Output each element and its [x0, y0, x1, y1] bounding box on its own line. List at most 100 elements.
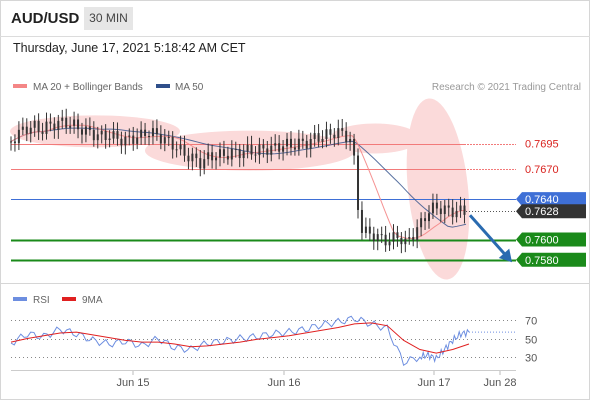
- level-lines: [11, 144, 516, 262]
- candle-body: [424, 218, 427, 222]
- legend-label-ma20: MA 20 + Bollinger Bands: [33, 82, 143, 93]
- x-axis: Jun 15 Jun 16 Jun 17 Jun 28: [116, 371, 517, 389]
- candle-body: [439, 208, 442, 215]
- candle-body: [274, 143, 277, 146]
- candle-body: [349, 138, 352, 143]
- candle-body: [258, 144, 261, 156]
- timeframe-badge[interactable]: 30 MIN: [84, 7, 133, 30]
- candle-body: [376, 234, 379, 242]
- candle-body: [191, 153, 194, 162]
- candle-body: [226, 155, 229, 160]
- level-label-0-7695: 0.7695: [525, 139, 559, 151]
- candle-body: [435, 202, 438, 209]
- candle-body: [266, 148, 269, 155]
- candle-body: [13, 141, 16, 144]
- candle-body: [195, 153, 198, 159]
- candle-body: [368, 226, 371, 234]
- header-divider: [0, 36, 590, 37]
- credit-text: Research © 2021 Trading Central: [432, 82, 581, 93]
- legend-swatch-ma50: [156, 84, 170, 88]
- candle-body: [282, 146, 285, 152]
- rsi-tick-label: 50: [525, 335, 537, 347]
- price-candles: [10, 108, 466, 254]
- symbol-title: AUD/USD: [11, 10, 80, 27]
- candle-body: [309, 139, 312, 149]
- candle-body: [183, 144, 186, 156]
- candle-body: [396, 232, 399, 238]
- candle-body: [427, 213, 430, 222]
- legend-label-ma50: MA 50: [175, 82, 204, 93]
- candle-body: [163, 137, 166, 144]
- ma20-line: [10, 124, 467, 239]
- candle-body: [317, 133, 320, 142]
- candle-body: [400, 237, 403, 245]
- candle-body: [360, 209, 363, 233]
- legend-swatch-9ma: [62, 297, 76, 301]
- candle-body: [151, 128, 154, 137]
- candle-body: [218, 149, 221, 158]
- candle-body: [73, 119, 76, 126]
- candle-body: [384, 234, 387, 246]
- candle-body: [250, 144, 253, 155]
- candle-body: [84, 126, 87, 135]
- candle-body: [459, 205, 462, 211]
- candle-body: [108, 138, 111, 141]
- candle-body: [246, 144, 249, 152]
- candle-body: [455, 210, 458, 218]
- candle-body: [305, 140, 308, 149]
- candle-body: [57, 120, 60, 130]
- candle-body: [10, 141, 12, 143]
- candle-body: [33, 120, 36, 128]
- candle-body: [148, 135, 151, 137]
- candle-body: [120, 138, 123, 146]
- level-label-0-7640-box: [516, 192, 586, 207]
- rsi-tick-label: 30: [525, 353, 537, 365]
- candle-body: [388, 241, 391, 246]
- candle-body: [408, 236, 411, 239]
- candle-body: [447, 205, 450, 208]
- legend-swatch-ma20: [13, 84, 27, 88]
- candle-body: [234, 148, 237, 150]
- candle-body: [416, 227, 419, 241]
- candle-body: [132, 135, 135, 144]
- candle-body: [159, 134, 162, 144]
- rsi-pane: 70 50 30: [10, 315, 537, 367]
- candle-body: [124, 136, 127, 146]
- bollinger-band-segment: [330, 123, 420, 154]
- candle-body: [179, 144, 182, 150]
- candle-body: [254, 154, 257, 156]
- candle-body: [69, 125, 72, 128]
- candle-body: [104, 130, 107, 141]
- candle-body: [313, 133, 316, 140]
- candle-body: [37, 120, 40, 132]
- candle-body: [77, 119, 80, 130]
- candle-body: [286, 138, 289, 147]
- candle-body: [175, 149, 178, 151]
- candle-body: [45, 121, 48, 134]
- candle-body: [230, 148, 233, 160]
- candle-body: [289, 138, 292, 148]
- rsi-9ma-line: [10, 322, 470, 354]
- level-label-0-7580-box: [516, 252, 586, 267]
- candle-body: [140, 129, 143, 138]
- candle-body: [372, 233, 375, 242]
- candle-body: [112, 131, 115, 139]
- candle-body: [25, 126, 28, 134]
- candle-body: [207, 152, 210, 160]
- candle-body: [242, 151, 245, 159]
- candle-body: [420, 218, 423, 228]
- candle-body: [53, 123, 56, 130]
- candle-body: [155, 128, 158, 135]
- candle-body: [345, 130, 348, 143]
- legend-label-rsi: RSI: [33, 295, 50, 306]
- legend-label-9ma: 9MA: [82, 295, 103, 306]
- candle-body: [29, 127, 32, 134]
- rsi-line: [10, 315, 470, 367]
- candle-body: [80, 129, 83, 135]
- bollinger-band-area: [10, 98, 470, 280]
- candle-body: [463, 205, 466, 215]
- candle-body: [325, 129, 328, 139]
- candle-body: [128, 135, 131, 137]
- candle-body: [380, 234, 383, 236]
